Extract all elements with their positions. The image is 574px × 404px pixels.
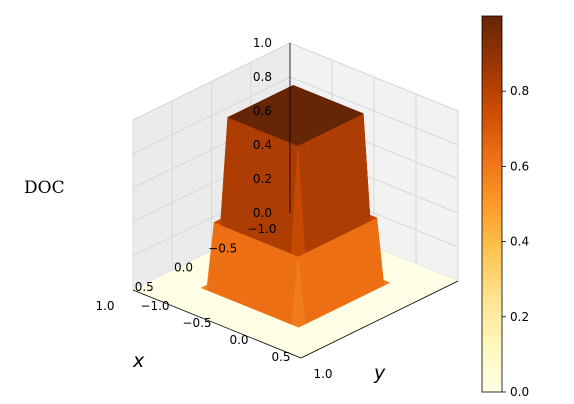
colorbar-gradient bbox=[481, 15, 503, 393]
colorbar-tick-label: 0.4 bbox=[510, 235, 529, 249]
x-tick-label: 1.0 bbox=[95, 299, 114, 313]
colorbar-tick-label: 0.0 bbox=[510, 385, 529, 399]
z-tick-label: 0.0 bbox=[253, 206, 272, 220]
x-axis-line bbox=[300, 280, 459, 359]
colorbar: 0.0 0.2 0.4 0.6 0.8 bbox=[481, 15, 529, 399]
y-tick-label: 0.5 bbox=[271, 350, 290, 364]
y-axis-line bbox=[132, 289, 302, 359]
z-tick-label: 0.4 bbox=[253, 138, 272, 152]
colorbar-tick-label: 0.2 bbox=[510, 310, 529, 324]
y-tick-label: 0.0 bbox=[229, 333, 248, 347]
z-tick-label: 1.0 bbox=[253, 36, 272, 50]
y-axis-label: x bbox=[132, 350, 145, 372]
tick-labels: −1.0 −0.5 0.0 0.5 1.0 −1.0 −0.5 0.0 0.5 1.0 0.0 0.2… bbox=[95, 36, 332, 381]
x-tick-label: −0.5 bbox=[208, 241, 237, 255]
z-tick-label: 0.2 bbox=[253, 172, 272, 186]
x-tick-label: −1.0 bbox=[247, 222, 276, 236]
x-tick-label: 0.0 bbox=[174, 261, 193, 275]
y-tick-label: −0.5 bbox=[182, 316, 211, 330]
z-tick-label: 0.6 bbox=[253, 104, 272, 118]
colorbar-tick-label: 0.6 bbox=[510, 159, 529, 173]
x-tick-label: 0.5 bbox=[135, 280, 154, 294]
colorbar-tick-label: 0.8 bbox=[510, 84, 529, 98]
axes bbox=[132, 43, 459, 359]
x-axis-label: y bbox=[373, 362, 386, 384]
surface-patch bbox=[290, 139, 305, 146]
z-tick-label: 0.8 bbox=[253, 70, 272, 84]
y-tick-label: 1.0 bbox=[313, 367, 332, 381]
surface-patch bbox=[290, 145, 306, 257]
z-axis-label: DOC bbox=[24, 178, 65, 198]
surface-plot bbox=[132, 84, 459, 359]
y-tick-label: −1.0 bbox=[140, 299, 169, 313]
